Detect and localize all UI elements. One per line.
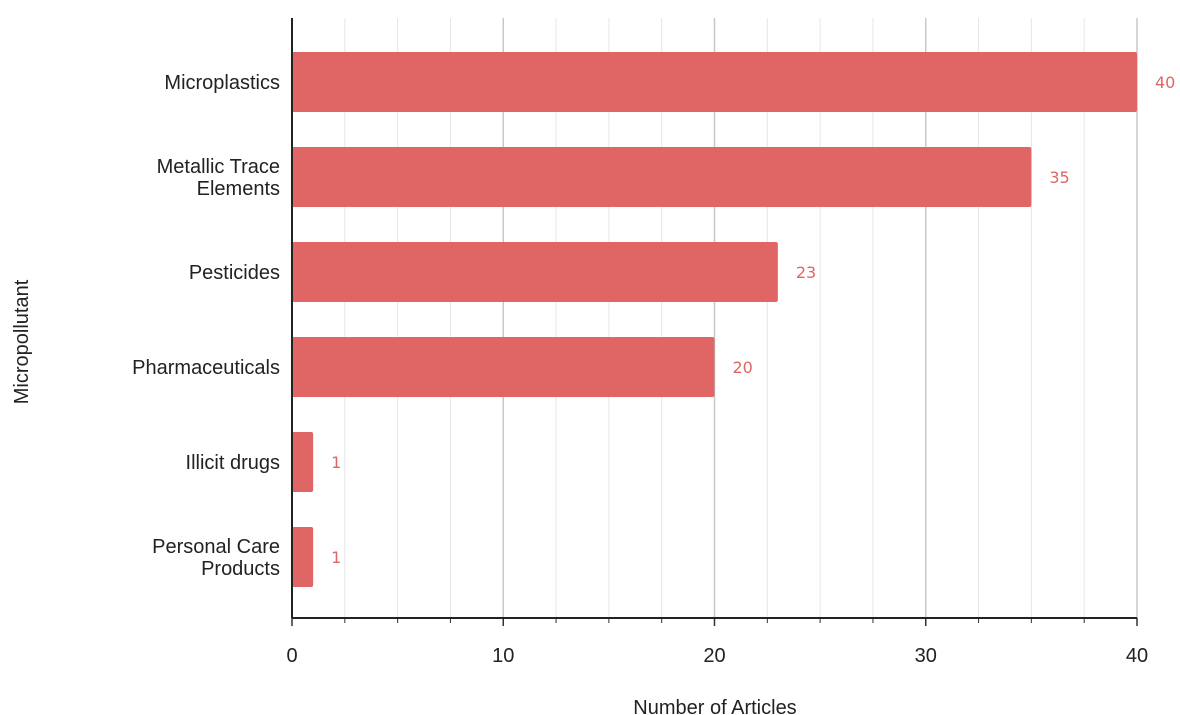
bar <box>292 337 715 397</box>
bar <box>292 52 1137 112</box>
y-category-label-line: Elements <box>197 178 280 200</box>
y-category-label-line: Microplastics <box>164 72 280 94</box>
bar <box>292 242 778 302</box>
y-category-label-line: Personal Care <box>152 536 280 558</box>
x-axis-title: Number of Articles <box>633 697 796 715</box>
data-label: 20 <box>733 358 753 377</box>
labels: 0 10 20 30 40 40 Microplastics 35 Metallic Trace… <box>132 72 1175 667</box>
y-category-label: Microplastics <box>164 72 280 94</box>
data-label: 1 <box>331 453 341 472</box>
y-category-label-line: Pesticides <box>189 262 280 284</box>
y-category-label-line: Metallic Trace <box>157 156 280 178</box>
y-axis-title: Micropollutant <box>11 279 33 404</box>
x-tick-label: 20 <box>703 645 725 667</box>
data-label: 35 <box>1049 168 1069 187</box>
bars <box>292 52 1137 587</box>
x-tick-label: 10 <box>492 645 514 667</box>
bar <box>292 527 314 587</box>
gridlines <box>344 18 1138 618</box>
y-category-label: Metallic Trace Elements <box>157 156 280 200</box>
x-tick-label: 30 <box>915 645 937 667</box>
x-tick-label: 0 <box>286 645 297 667</box>
data-label: 23 <box>796 263 816 282</box>
bar <box>292 147 1032 207</box>
data-label: 1 <box>331 548 341 567</box>
data-label: 40 <box>1155 73 1175 92</box>
y-category-label-line: Illicit drugs <box>186 452 280 474</box>
y-category-label: Personal Care Products <box>152 536 280 580</box>
y-category-label-line: Products <box>201 558 280 580</box>
axes <box>291 18 1138 626</box>
x-tick-label: 40 <box>1126 645 1148 667</box>
y-category-label-line: Pharmaceuticals <box>132 357 280 379</box>
y-category-label: Pesticides <box>189 262 280 284</box>
bar <box>292 432 314 492</box>
y-category-label: Pharmaceuticals <box>132 357 280 379</box>
y-category-label: Illicit drugs <box>186 452 280 474</box>
